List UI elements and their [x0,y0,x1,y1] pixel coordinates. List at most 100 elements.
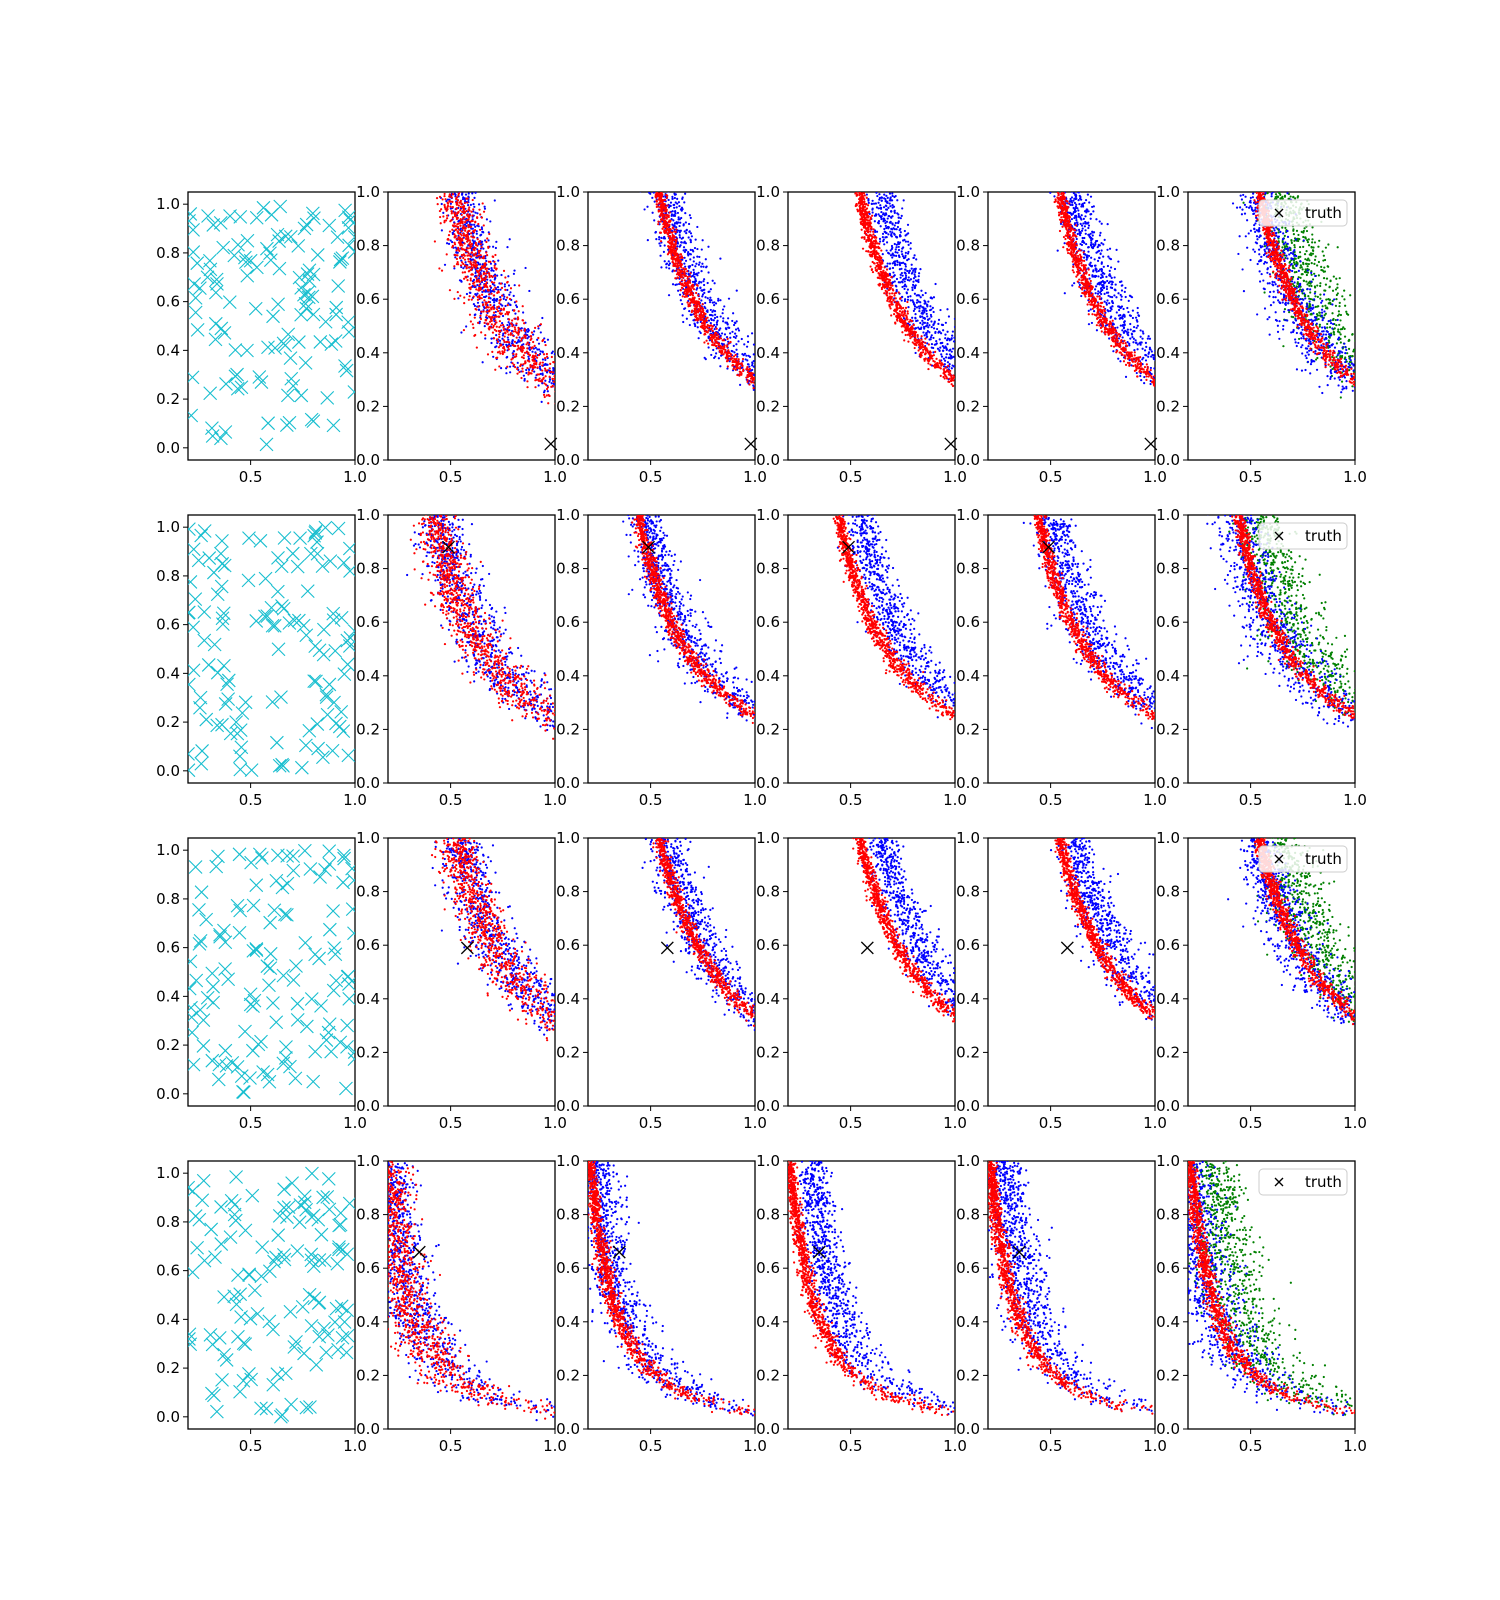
series-blue-point [712,280,714,282]
series-blue-point [660,237,662,239]
series-blue-point [497,260,499,262]
series-red-point [517,318,519,320]
series-blue-point [720,315,722,317]
series-red-point [486,270,488,272]
series-red-point [749,368,751,370]
series-blue-point [658,242,660,244]
series-blue-point [743,354,745,356]
series-blue-point [726,367,728,369]
series-blue-point [461,193,463,195]
series-blue-point [922,310,924,312]
series-blue-point [736,290,738,292]
series-blue-point [698,256,700,258]
series-red-point [456,202,458,204]
series-red-point [449,230,451,232]
series-red-point [660,240,662,242]
series-blue-point [482,248,484,250]
series-blue-point [503,298,505,300]
series-blue-point [913,277,915,279]
series-blue-point [676,198,678,200]
series-blue-point [937,323,939,325]
series-blue-point [932,337,934,339]
series-blue-point [673,193,675,195]
series-red-point [672,227,674,229]
series-red-point [493,288,495,290]
series-red-point [506,296,508,298]
series-red-point [493,294,495,296]
series-blue-point [660,266,662,268]
series-blue-point [663,251,665,253]
series-red-point [455,249,457,251]
series-red-point [520,346,522,348]
series-red-point [478,254,480,256]
series-blue-point [903,278,905,280]
series-red-point [457,247,459,249]
series-blue-point [492,246,494,248]
series-blue-point [714,314,716,316]
series-blue-point [930,320,932,322]
series-blue-point [479,263,481,265]
series-blue-point [952,330,954,332]
series-blue-point [668,267,670,269]
series-blue-point [900,277,902,279]
series-blue-point [944,334,946,336]
series-blue-point [716,316,718,318]
series-blue-point [525,372,527,374]
series-blue-point [731,320,733,322]
series-blue-point [506,289,508,291]
series-red-point [681,284,683,286]
series-blue-point [471,192,473,194]
series-red-point [450,210,452,212]
series-blue-point [891,247,893,249]
series-blue-point [937,332,939,334]
series-red-point [465,267,467,269]
series-red-point [488,272,490,274]
prior-axis-xtick-label: 0.5 [239,468,263,486]
series-blue-point [895,246,897,248]
series-red-point [496,326,498,328]
series-blue-point [930,297,932,299]
series-blue-point [934,283,936,285]
series-red-point [469,314,471,316]
series-red-point [689,279,691,281]
series-blue-point [544,341,546,343]
posterior-axis-xtick-label: 1.0 [943,468,967,486]
series-blue-point [911,289,913,291]
series-red-point [458,204,460,206]
series-red-point [680,289,682,291]
series-blue-point [693,256,695,258]
series-red-point [474,262,476,264]
series-red-point [657,223,659,225]
series-blue-point [513,295,515,297]
series-red-point [485,251,487,253]
series-blue-point [524,267,526,269]
series-blue-point [487,239,489,241]
series-red-point [738,358,740,360]
series-blue-point [692,269,694,271]
series-blue-point [467,196,469,198]
series-red-point [545,375,547,377]
series-red-point [728,342,730,344]
series-red-point [676,257,678,259]
series-blue-point [513,269,515,271]
series-red-point [470,245,472,247]
series-red-point [523,354,525,356]
series-red-point [489,321,491,323]
series-red-point [661,200,663,202]
series-blue-point [942,350,944,352]
series-blue-point [695,263,697,265]
series-red-point [492,306,494,308]
series-red-point [521,368,523,370]
series-blue-point [687,251,689,253]
series-red-point [457,291,459,293]
series-blue-point [952,364,954,366]
series-blue-point [688,310,690,312]
series-blue-point [689,214,691,216]
series-blue-point [707,271,709,273]
series-red-point [481,266,483,268]
series-red-point [444,220,446,222]
series-red-point [469,239,471,241]
series-blue-point [683,246,685,248]
series-blue-point [911,317,913,319]
series-red-point [490,293,492,295]
